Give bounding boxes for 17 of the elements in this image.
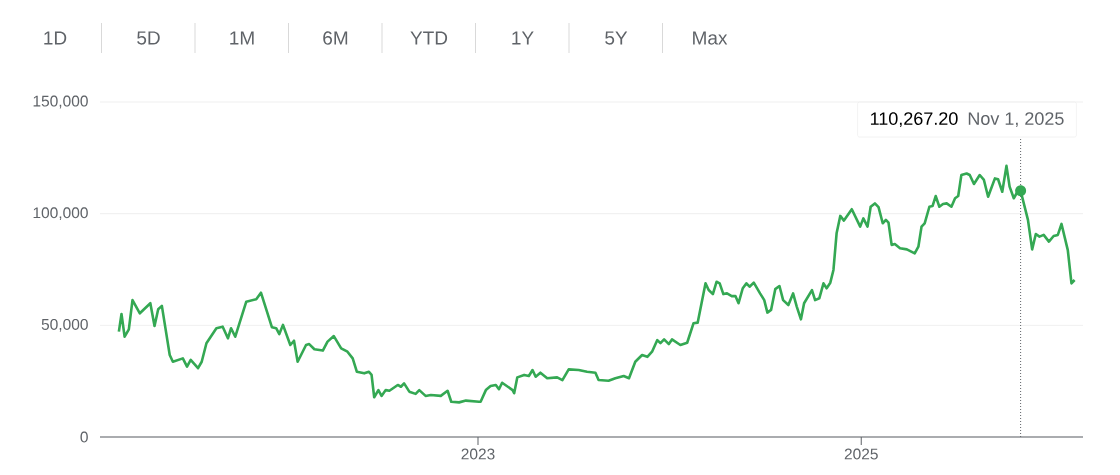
text: 1Y [512, 31, 534, 45]
y-tick-label: 100,000 [33, 207, 88, 221]
text: YTD [410, 31, 448, 45]
x-tick-label: 2025 [844, 448, 878, 460]
line-series [117, 164, 1076, 404]
text: 1D [44, 31, 67, 45]
text: 6M [323, 31, 348, 45]
text: 5Y [605, 31, 628, 45]
annotation: 110,267.20 [870, 112, 958, 128]
y-tick-label: 0 [80, 431, 88, 443]
y-tick-label: 50,000 [41, 318, 88, 332]
text: Max [693, 31, 728, 45]
x-tick-label: 2023 [461, 448, 495, 460]
text: 5D [137, 31, 160, 45]
text: 1M [230, 31, 254, 45]
ref-line-label: Nov 1, 2025 [968, 112, 1064, 128]
y-tick-label: 150,000 [33, 95, 88, 109]
